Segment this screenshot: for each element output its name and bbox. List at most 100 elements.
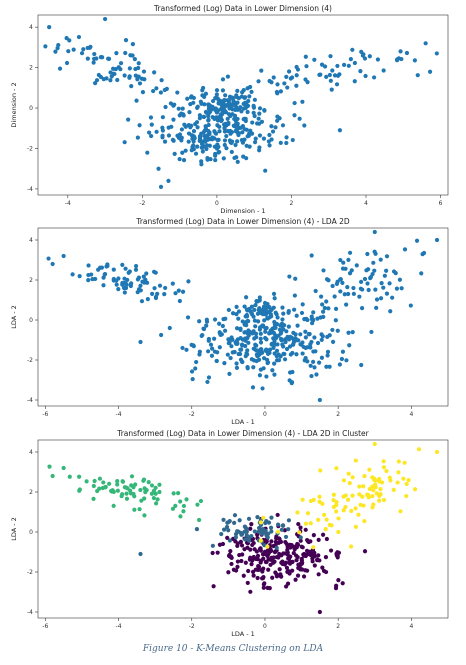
data-point (381, 459, 386, 464)
y-tick-label: -4 (27, 609, 33, 616)
data-point (275, 82, 280, 87)
data-point (348, 57, 353, 62)
data-point (204, 323, 209, 328)
data-point (351, 285, 356, 291)
data-point (77, 474, 82, 479)
data-point (107, 481, 112, 486)
data-point (149, 133, 154, 139)
data-point (298, 332, 303, 337)
data-point (328, 548, 334, 553)
data-point (269, 515, 274, 520)
data-point (304, 64, 309, 69)
data-point (275, 118, 280, 123)
data-point (315, 316, 320, 321)
data-point (256, 529, 261, 534)
data-point (235, 100, 240, 105)
data-point (371, 488, 376, 493)
data-point (257, 298, 262, 303)
data-point (264, 559, 269, 565)
data-point (324, 277, 330, 282)
data-point (319, 332, 324, 337)
data-point (197, 352, 202, 357)
data-point (301, 344, 306, 350)
data-point (324, 74, 329, 79)
data-point (97, 476, 103, 481)
data-point (238, 327, 243, 333)
data-point (166, 178, 171, 183)
data-point (373, 482, 378, 487)
data-point (141, 478, 146, 483)
data-point (154, 501, 159, 506)
data-point (294, 73, 299, 78)
data-point (421, 250, 427, 256)
data-point (382, 273, 387, 278)
data-point (201, 144, 207, 149)
data-point (233, 535, 238, 540)
data-point (334, 466, 339, 471)
data-point (175, 90, 180, 95)
data-point (262, 306, 268, 311)
data-point (111, 267, 116, 272)
data-point (279, 330, 284, 335)
data-point (367, 54, 372, 59)
plot-frame (37, 227, 449, 407)
x-tick-label: 0 (263, 411, 267, 418)
data-point (67, 474, 72, 479)
data-point (239, 532, 245, 537)
data-point (178, 514, 183, 519)
data-point (226, 112, 232, 117)
data-point (300, 302, 305, 307)
data-point (269, 539, 274, 544)
data-point (259, 531, 264, 536)
data-point (239, 543, 245, 548)
data-point (118, 61, 124, 66)
data-point (243, 560, 248, 565)
data-point (240, 130, 245, 135)
data-point (324, 536, 329, 542)
data-point (225, 116, 230, 121)
data-point (177, 298, 182, 304)
data-point (402, 460, 407, 465)
data-point (245, 352, 250, 357)
data-point (404, 481, 409, 487)
data-point (262, 549, 268, 554)
data-point (374, 305, 379, 310)
data-point (125, 277, 130, 283)
data-point (297, 116, 302, 121)
data-point (427, 69, 433, 74)
data-point (370, 493, 375, 499)
data-point (283, 560, 289, 565)
data-point (264, 374, 269, 379)
data-point (120, 282, 125, 287)
data-point (210, 543, 215, 548)
data-point (274, 554, 279, 560)
data-point (136, 61, 141, 66)
data-point (127, 66, 132, 71)
data-point (159, 78, 164, 83)
data-point (319, 337, 324, 342)
data-point (434, 51, 439, 56)
data-point (191, 344, 196, 349)
data-point (251, 573, 256, 578)
data-point (303, 355, 308, 361)
data-point (50, 473, 55, 479)
data-point (216, 150, 221, 155)
data-point (280, 523, 286, 528)
data-point (359, 279, 364, 284)
data-point (193, 366, 198, 371)
data-point (255, 348, 260, 353)
data-point (362, 56, 368, 61)
data-point (106, 56, 111, 61)
data-point (293, 553, 299, 558)
plot-frame (37, 14, 449, 196)
data-point (141, 69, 147, 74)
data-point (254, 549, 259, 554)
data-point (256, 319, 261, 324)
data-point (398, 49, 403, 54)
data-point (226, 570, 231, 575)
data-point (210, 346, 215, 351)
data-point (289, 75, 295, 80)
data-point (145, 150, 150, 155)
data-point (344, 358, 349, 363)
data-point (225, 535, 230, 541)
